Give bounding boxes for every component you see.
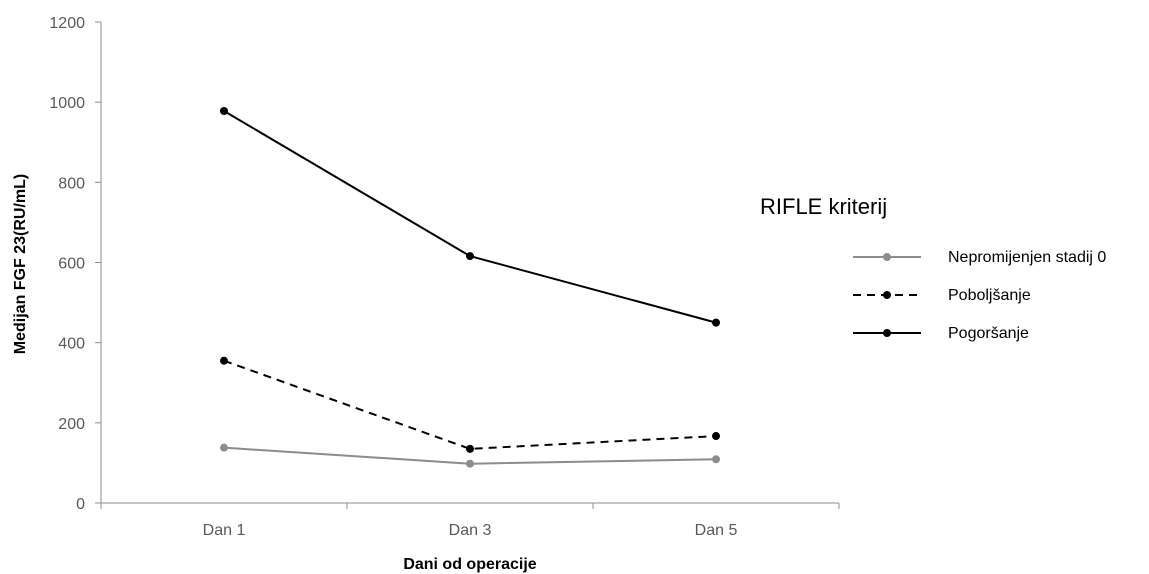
y-tick-label: 600	[58, 256, 85, 273]
legend-label: Poboljšanje	[948, 287, 1031, 304]
x-tick-label: Dan 5	[695, 522, 738, 539]
legend-label: Nepromijenjen stadij 0	[948, 249, 1106, 266]
y-tick-label: 0	[76, 496, 85, 513]
data-point	[220, 443, 228, 452]
x-tick-label: Dan 1	[203, 522, 246, 539]
legend-swatch-marker	[883, 291, 891, 299]
series-points	[220, 106, 720, 468]
data-point	[712, 455, 720, 464]
legend-item-3: Pogoršanje	[853, 325, 1029, 342]
y-tick-label: 400	[58, 336, 85, 353]
legend-swatch-marker	[883, 329, 891, 337]
series-line-3	[223, 110, 717, 324]
axes	[100, 22, 839, 504]
y-tick-label: 800	[58, 175, 85, 192]
legend: RIFLE kriterij Nepromijenjen stadij 0 Pob…	[760, 194, 1106, 342]
legend-item-1: Nepromijenjen stadij 0	[853, 249, 1106, 266]
x-axis-title: Dani od operacije	[403, 556, 536, 573]
data-point	[220, 356, 228, 365]
data-point	[712, 432, 720, 441]
data-point	[466, 444, 474, 453]
data-point	[712, 318, 720, 327]
y-axis-title: Medijan FGF 23(RU/mL)	[12, 174, 29, 354]
data-point	[466, 252, 474, 261]
series-lines	[223, 110, 717, 465]
x-tick-label: Dan 3	[449, 522, 492, 539]
data-point	[466, 459, 474, 468]
legend-swatch-marker	[883, 253, 891, 261]
y-axis-ticks: 0 200 400 600 800 1000 1200	[49, 15, 101, 513]
legend-item-2: Poboljšanje	[853, 287, 1031, 304]
y-tick-label: 1000	[49, 95, 85, 112]
x-axis-ticks: Dan 1 Dan 3 Dan 5	[100, 503, 840, 539]
y-tick-label: 200	[58, 416, 85, 433]
series-line-2	[223, 359, 717, 450]
data-point	[220, 106, 228, 115]
legend-label: Pogoršanje	[948, 325, 1029, 342]
legend-title: RIFLE kriterij	[760, 194, 887, 219]
y-tick-label: 1200	[49, 15, 85, 32]
